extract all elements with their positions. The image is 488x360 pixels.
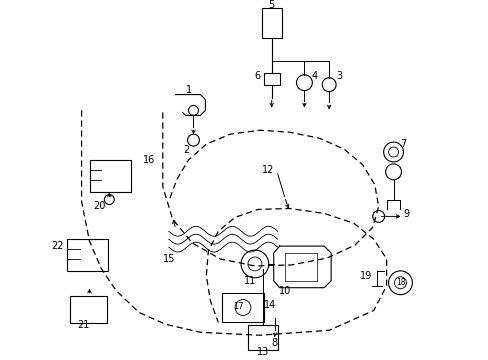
Bar — [89, 160, 131, 192]
Text: 17: 17 — [232, 302, 243, 311]
Circle shape — [188, 105, 198, 115]
Text: 8: 8 — [271, 338, 277, 348]
Bar — [247, 325, 277, 350]
Text: 14: 14 — [263, 300, 275, 310]
Circle shape — [385, 164, 401, 180]
Bar — [70, 296, 107, 323]
Text: 13: 13 — [256, 347, 268, 357]
Text: 19: 19 — [359, 271, 371, 281]
Text: 10: 10 — [278, 286, 290, 296]
Text: 12: 12 — [261, 165, 273, 175]
Text: 6: 6 — [254, 71, 261, 81]
Text: 22: 22 — [51, 241, 63, 251]
Bar — [263, 73, 279, 85]
Circle shape — [241, 250, 268, 278]
Text: 4: 4 — [311, 71, 317, 81]
Circle shape — [322, 78, 335, 91]
Bar — [261, 8, 281, 38]
Text: 16: 16 — [142, 155, 155, 165]
Circle shape — [187, 134, 199, 146]
Circle shape — [388, 271, 411, 294]
Circle shape — [394, 277, 406, 289]
Circle shape — [247, 257, 261, 271]
Text: 5: 5 — [268, 0, 274, 10]
Text: 18: 18 — [395, 278, 405, 287]
Bar — [66, 239, 108, 271]
Text: 1: 1 — [185, 85, 191, 95]
Circle shape — [296, 75, 312, 91]
Text: 3: 3 — [335, 71, 342, 81]
Circle shape — [388, 147, 398, 157]
Text: 2: 2 — [183, 145, 189, 155]
Text: 11: 11 — [244, 276, 256, 286]
Text: 7: 7 — [400, 139, 406, 149]
Text: 21: 21 — [77, 320, 90, 330]
Circle shape — [104, 195, 114, 204]
Text: 9: 9 — [403, 210, 408, 219]
Bar — [222, 293, 263, 322]
Circle shape — [383, 142, 403, 162]
Circle shape — [235, 300, 250, 315]
Text: 20: 20 — [93, 202, 105, 211]
Circle shape — [372, 211, 384, 222]
Text: 15: 15 — [162, 254, 175, 264]
